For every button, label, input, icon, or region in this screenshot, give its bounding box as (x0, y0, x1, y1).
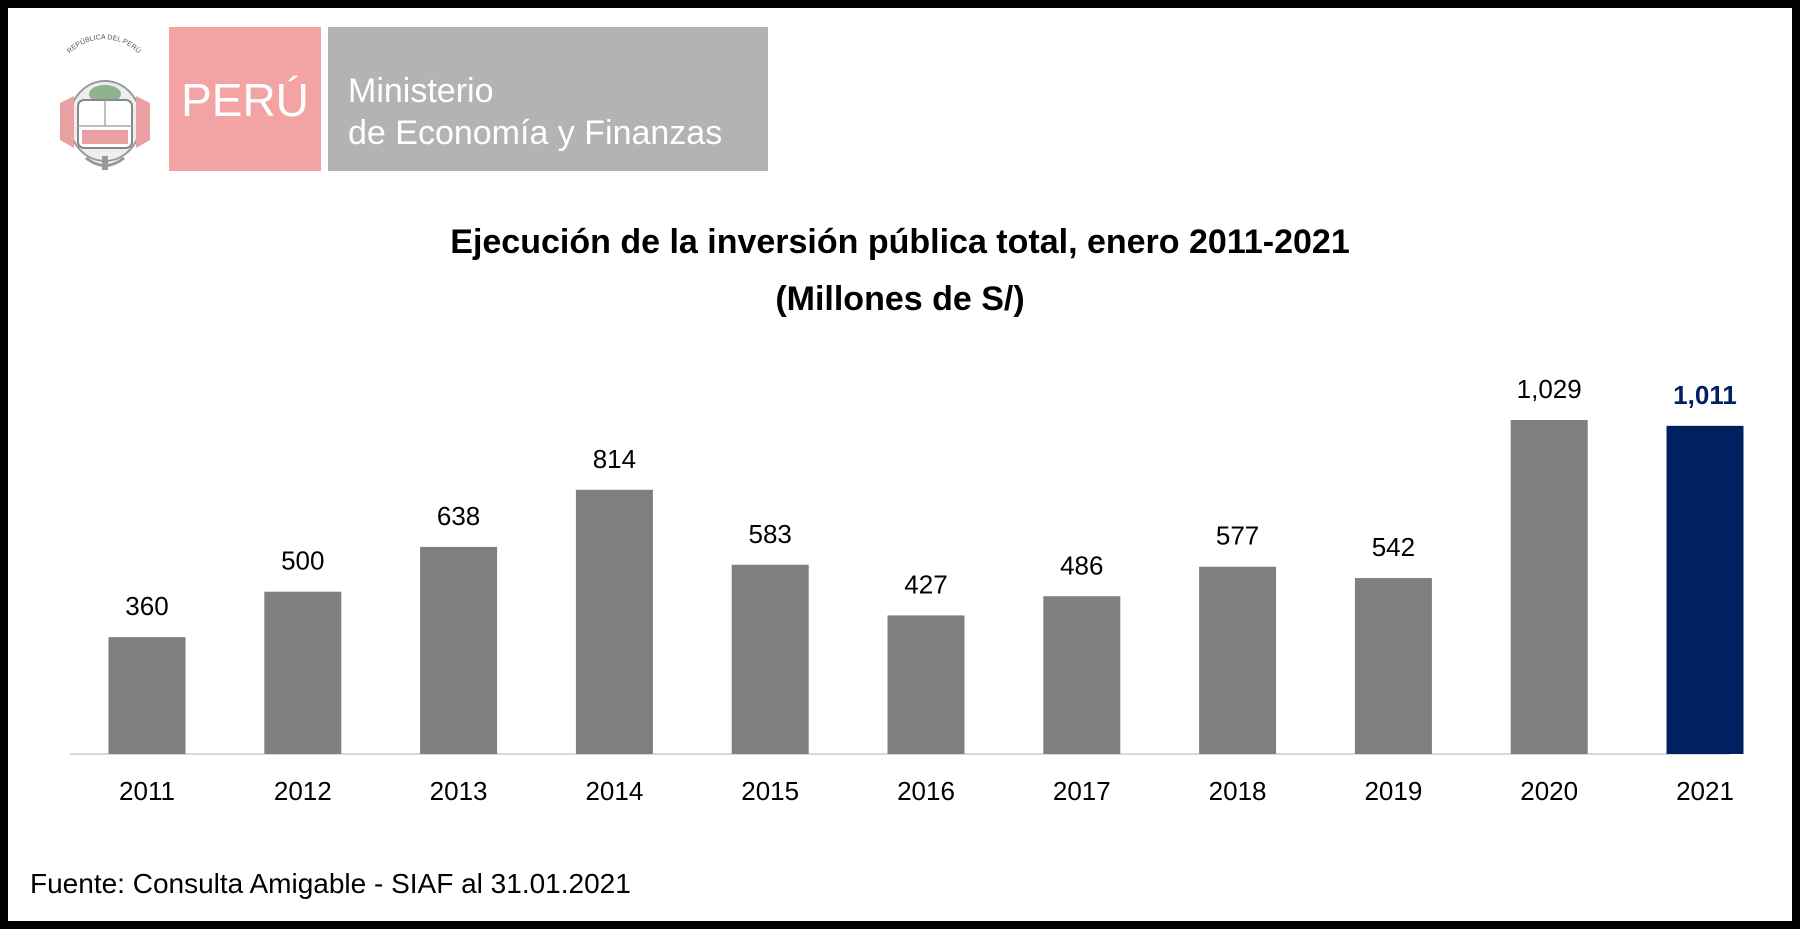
ministry-brand-block (328, 27, 768, 171)
bar-2014 (575, 489, 653, 754)
bar-2017 (1043, 596, 1121, 754)
data-label-2021: 1,011 (1673, 380, 1737, 410)
source-note: Fuente: Consulta Amigable - SIAF al 31.0… (30, 868, 631, 899)
bar-2020 (1510, 420, 1588, 754)
x-tick-label-2019: 2019 (1364, 776, 1422, 806)
bar-2016 (887, 615, 965, 754)
chart-subtitle: (Millones de S/) (775, 280, 1025, 318)
chart-title: Ejecución de la inversión pública total,… (450, 223, 1350, 261)
bar-2013 (420, 546, 498, 754)
bar-2019 (1354, 578, 1432, 754)
x-tick-label-2012: 2012 (274, 776, 332, 806)
x-tick-label-2016: 2016 (897, 776, 955, 806)
x-tick-label-2015: 2015 (741, 776, 799, 806)
bar-2018 (1199, 566, 1277, 754)
x-tick-label-2013: 2013 (430, 776, 488, 806)
x-tick-label-2020: 2020 (1520, 776, 1578, 806)
ministry-name-line1: Ministerio (348, 72, 493, 110)
data-label-2011: 360 (125, 591, 168, 621)
data-label-2015: 583 (749, 519, 792, 549)
bar-chart: 360 2011 500 2012 638 2013 814 2014 583 2015 427 20… (70, 374, 1744, 806)
data-label-2012: 500 (281, 546, 324, 576)
bar-2021 (1666, 425, 1744, 754)
x-tick-label-2018: 2018 (1209, 776, 1267, 806)
header-logo: REPÚBLICA DEL PERÚ PERÚ Ministerio de Ec… (60, 27, 768, 171)
peru-wordmark: PERÚ (181, 74, 309, 126)
data-label-2017: 486 (1060, 550, 1103, 580)
bar-2011 (108, 637, 186, 754)
data-label-2019: 542 (1372, 532, 1415, 562)
x-tick-label-2017: 2017 (1053, 776, 1111, 806)
data-label-2013: 638 (437, 501, 480, 531)
data-label-2018: 577 (1216, 521, 1259, 551)
data-label-2020: 1,029 (1517, 374, 1582, 404)
bar-2015 (731, 564, 809, 754)
ministry-name-line2: de Economía y Finanzas (348, 114, 722, 152)
x-tick-label-2021: 2021 (1676, 776, 1734, 806)
x-tick-label-2014: 2014 (585, 776, 643, 806)
data-label-2016: 427 (904, 569, 947, 599)
data-label-2014: 814 (593, 444, 636, 474)
peru-emblem-icon: REPÚBLICA DEL PERÚ (60, 34, 150, 170)
bar-2012 (264, 591, 342, 754)
x-tick-label-2011: 2011 (119, 776, 175, 806)
chart-frame: REPÚBLICA DEL PERÚ PERÚ Ministerio de Ec… (8, 8, 1792, 921)
peru-brand-block (169, 27, 321, 171)
